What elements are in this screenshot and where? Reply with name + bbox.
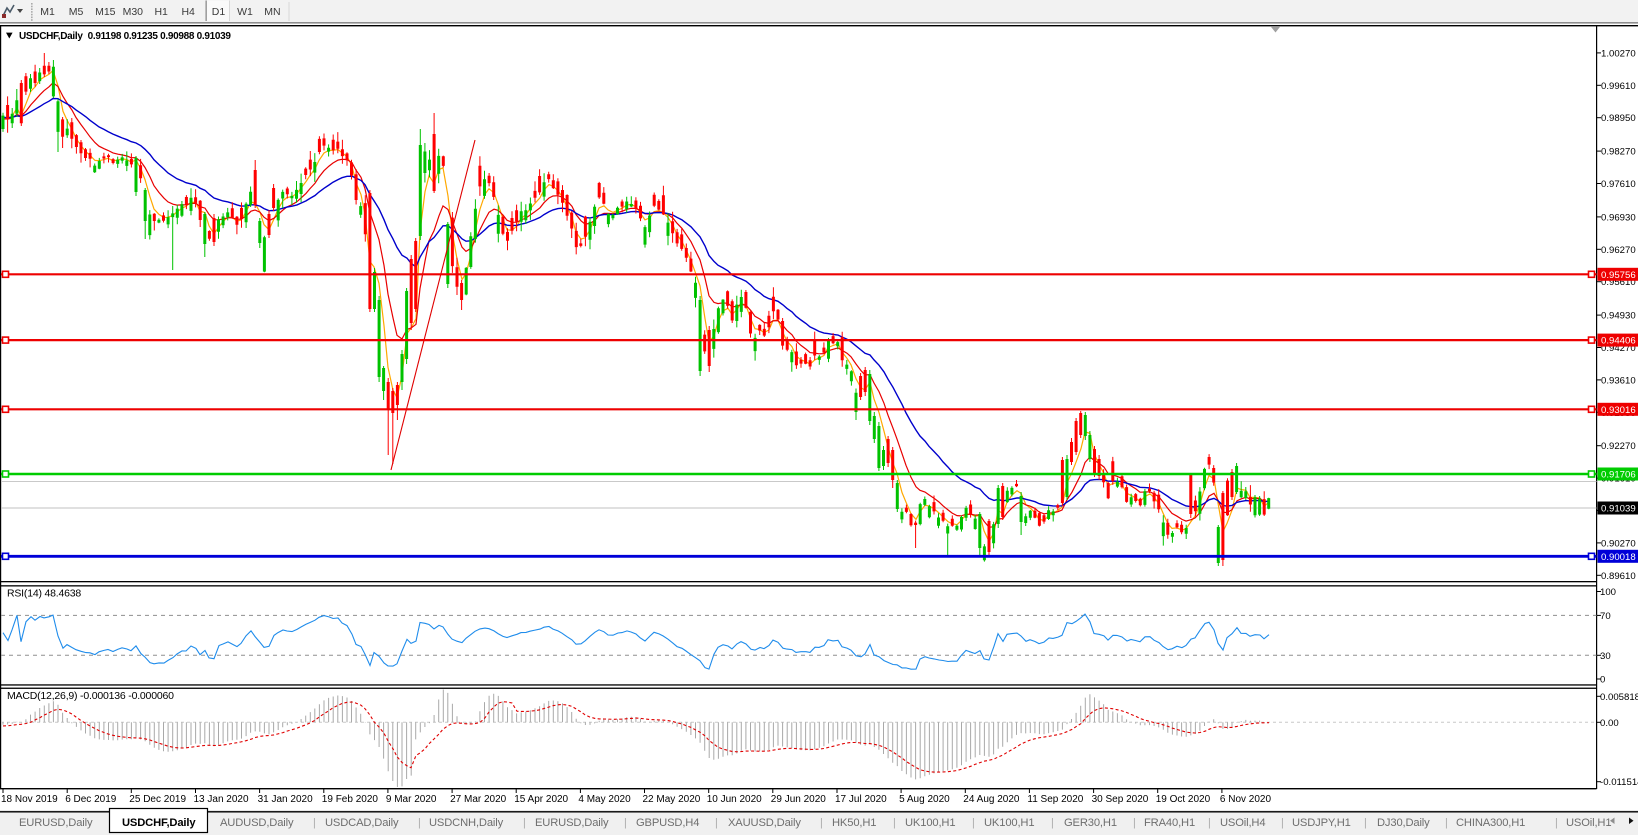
svg-text:|: | (1364, 817, 1367, 829)
svg-text:18 Nov 2019: 18 Nov 2019 (1, 794, 58, 805)
svg-text:USDCNH,Daily: USDCNH,Daily (429, 817, 504, 829)
svg-text:1.00270: 1.00270 (1601, 48, 1636, 59)
svg-text:UK100,H1: UK100,H1 (984, 817, 1034, 829)
svg-text:MACD(12,26,9) -0.000136 -0.000: MACD(12,26,9) -0.000136 -0.000060 (7, 690, 174, 702)
svg-text:0.00: 0.00 (1600, 718, 1619, 729)
svg-text:13 Jan 2020: 13 Jan 2020 (194, 794, 249, 805)
svg-text:0.98270: 0.98270 (1601, 147, 1636, 158)
svg-text:6 Dec 2019: 6 Dec 2019 (65, 794, 117, 805)
svg-text:GER30,H1: GER30,H1 (1064, 817, 1117, 829)
svg-text:W1: W1 (237, 6, 253, 18)
svg-text:|: | (1133, 817, 1136, 829)
svg-text:MN: MN (264, 6, 280, 18)
svg-text:0.94270: 0.94270 (1601, 343, 1636, 354)
svg-text:USOil,H4: USOil,H4 (1220, 817, 1265, 829)
svg-text:|: | (523, 817, 526, 829)
svg-text:0.92270: 0.92270 (1601, 441, 1636, 452)
svg-text:D1: D1 (212, 6, 226, 18)
svg-text:0.99610: 0.99610 (1601, 81, 1636, 92)
svg-text:0.96270: 0.96270 (1601, 245, 1636, 256)
svg-text:4 May 2020: 4 May 2020 (578, 794, 631, 805)
svg-text:-0.011514: -0.011514 (1600, 777, 1638, 788)
svg-text:0.94930: 0.94930 (1601, 311, 1636, 322)
svg-text:M1: M1 (40, 6, 55, 18)
svg-text:|: | (715, 817, 718, 829)
svg-text:M15: M15 (95, 6, 116, 18)
svg-text:25 Dec 2019: 25 Dec 2019 (129, 794, 186, 805)
svg-text:15 Apr 2020: 15 Apr 2020 (514, 794, 568, 805)
svg-text:0: 0 (1600, 675, 1605, 686)
svg-text:0.91706: 0.91706 (1601, 470, 1636, 481)
svg-text:EURUSD,Daily: EURUSD,Daily (19, 817, 93, 829)
svg-text:22 May 2020: 22 May 2020 (643, 794, 701, 805)
svg-text:5 Aug 2020: 5 Aug 2020 (899, 794, 950, 805)
svg-text:100: 100 (1600, 587, 1616, 598)
svg-text:USDCHF,Daily 0.91198 0.91235: USDCHF,Daily 0.91198 0.91235 0.90988 0.9… (19, 31, 231, 42)
svg-text:XAUUSD,Daily: XAUUSD,Daily (728, 817, 801, 829)
svg-text:USOil,H1: USOil,H1 (1566, 817, 1611, 829)
svg-text:|: | (1051, 817, 1054, 829)
svg-text:DJ30,Daily: DJ30,Daily (1377, 817, 1430, 829)
svg-text:30 Sep 2020: 30 Sep 2020 (1092, 794, 1149, 805)
svg-text:|: | (1445, 817, 1448, 829)
svg-text:0.94406: 0.94406 (1601, 336, 1636, 347)
svg-text:RSI(14) 48.4638: RSI(14) 48.4638 (7, 588, 81, 600)
svg-text:9 Mar 2020: 9 Mar 2020 (386, 794, 437, 805)
svg-text:|: | (893, 817, 896, 829)
svg-text:GBPUSD,H4: GBPUSD,H4 (636, 817, 699, 829)
svg-text:FRA40,H1: FRA40,H1 (1144, 817, 1195, 829)
svg-text:H4: H4 (181, 6, 195, 18)
svg-text:17 Jul 2020: 17 Jul 2020 (835, 794, 887, 805)
svg-text:10 Jun 2020: 10 Jun 2020 (707, 794, 762, 805)
svg-text:|: | (1555, 817, 1558, 829)
svg-text:|: | (313, 817, 316, 829)
svg-text:0.96930: 0.96930 (1601, 212, 1636, 223)
svg-text:6 Nov 2020: 6 Nov 2020 (1220, 794, 1272, 805)
svg-text:M5: M5 (69, 6, 84, 18)
svg-text:HK50,H1: HK50,H1 (832, 817, 876, 829)
svg-text:H1: H1 (154, 6, 168, 18)
svg-text:19 Feb 2020: 19 Feb 2020 (322, 794, 379, 805)
svg-text:0.93610: 0.93610 (1601, 375, 1636, 386)
svg-text:19 Oct 2020: 19 Oct 2020 (1156, 794, 1211, 805)
svg-text:|: | (972, 817, 975, 829)
svg-text:|: | (624, 817, 627, 829)
svg-text:30: 30 (1600, 651, 1611, 662)
svg-text:0.95610: 0.95610 (1601, 277, 1636, 288)
svg-text:31 Jan 2020: 31 Jan 2020 (258, 794, 313, 805)
svg-text:AUDUSD,Daily: AUDUSD,Daily (220, 817, 294, 829)
svg-text:|: | (418, 817, 421, 829)
svg-text:27 Mar 2020: 27 Mar 2020 (450, 794, 507, 805)
svg-text:11 Sep 2020: 11 Sep 2020 (1027, 794, 1083, 805)
svg-text:0.91039: 0.91039 (1601, 504, 1636, 515)
svg-text:|: | (1208, 817, 1211, 829)
svg-text:USDCAD,Daily: USDCAD,Daily (325, 817, 399, 829)
svg-text:CHINA300,H1: CHINA300,H1 (1456, 817, 1525, 829)
svg-text:24 Aug 2020: 24 Aug 2020 (963, 794, 1020, 805)
svg-text:0.90270: 0.90270 (1601, 538, 1636, 549)
svg-text:EURUSD,Daily: EURUSD,Daily (535, 817, 609, 829)
svg-text:0.97610: 0.97610 (1601, 179, 1636, 190)
svg-text:0.90018: 0.90018 (1601, 552, 1636, 563)
svg-text:0.93016: 0.93016 (1601, 405, 1636, 416)
svg-text:29 Jun 2020: 29 Jun 2020 (771, 794, 826, 805)
svg-text:|: | (1281, 817, 1284, 829)
svg-text:0.95756: 0.95756 (1601, 270, 1636, 281)
svg-text:UK100,H1: UK100,H1 (905, 817, 955, 829)
svg-text:0.89610: 0.89610 (1601, 571, 1636, 582)
svg-text:USDJPY,H1: USDJPY,H1 (1292, 817, 1351, 829)
svg-text:|: | (820, 817, 823, 829)
svg-text:70: 70 (1600, 611, 1611, 622)
svg-text:M30: M30 (123, 6, 144, 18)
svg-text:0.005818: 0.005818 (1600, 692, 1638, 703)
svg-text:USDCHF,Daily: USDCHF,Daily (122, 817, 196, 829)
svg-text:0.98950: 0.98950 (1601, 113, 1636, 124)
